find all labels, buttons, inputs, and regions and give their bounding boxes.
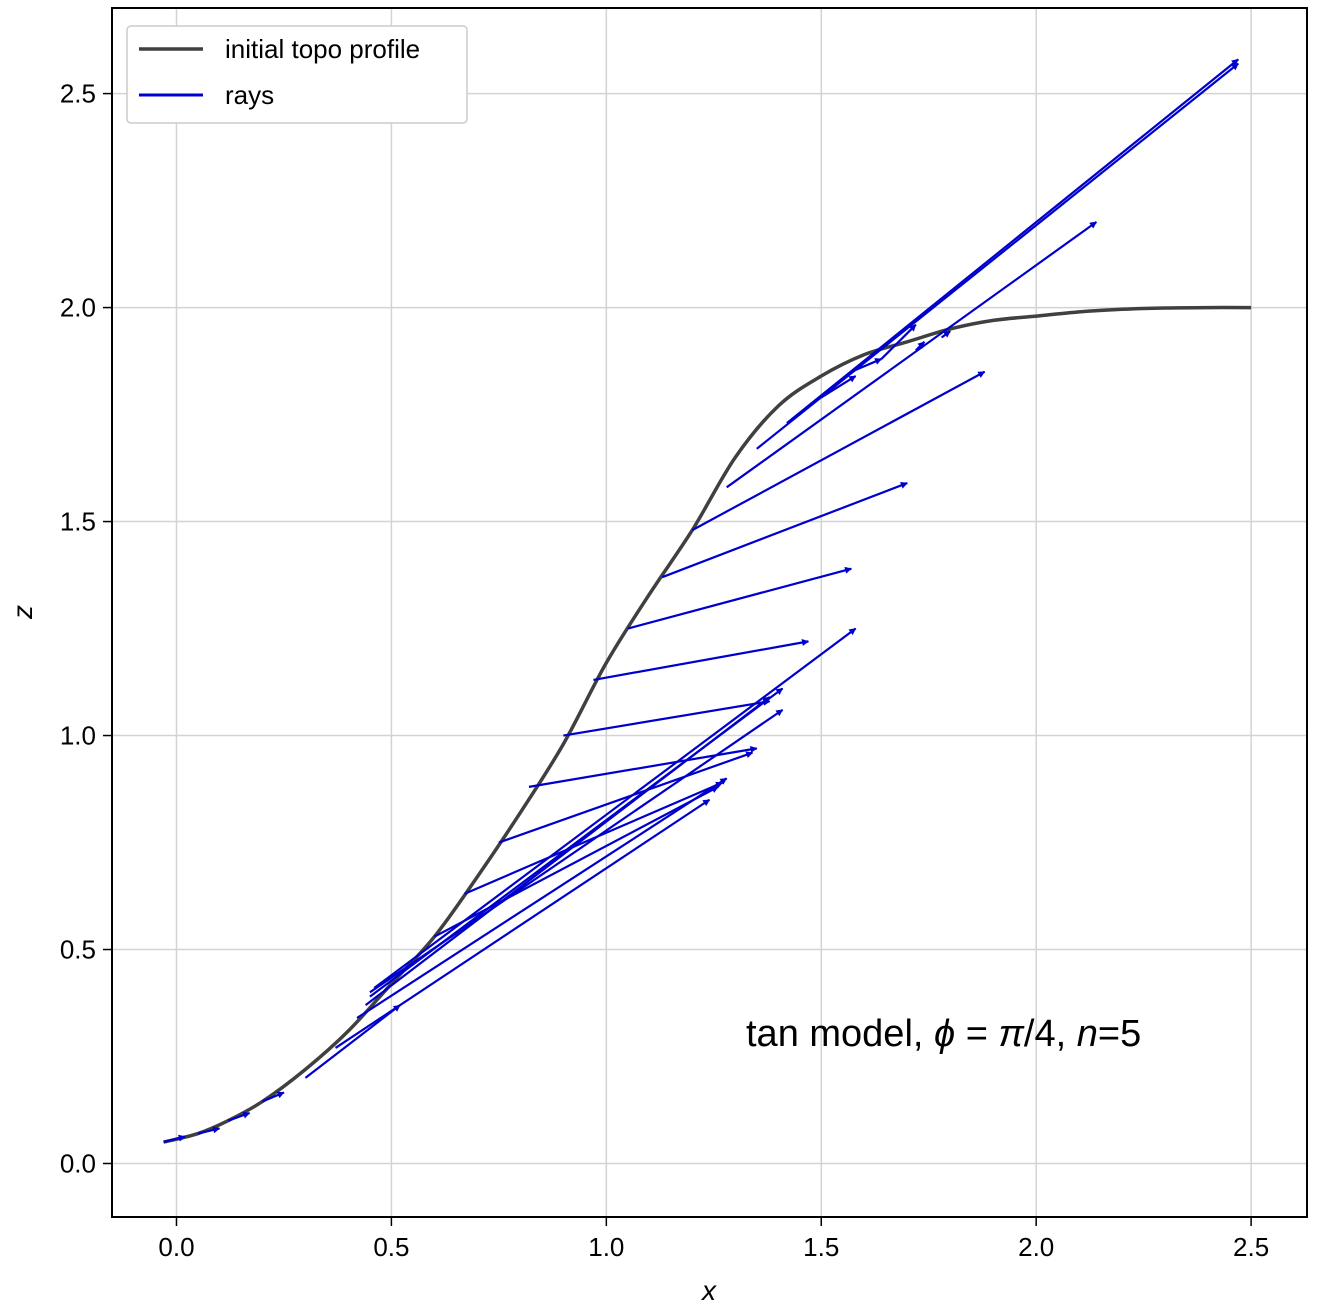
ray-arrow (880, 323, 917, 360)
x-tick-label: 1.5 (803, 1232, 839, 1262)
legend-label-rays: rays (225, 80, 274, 110)
ray-arrow (563, 698, 771, 737)
ray-arrow (820, 375, 857, 399)
ray-arrow (850, 357, 883, 373)
ray-arrow (528, 745, 758, 788)
rays-group (163, 58, 1239, 1144)
ray-arrow (334, 798, 711, 1049)
x-axis-label: x (700, 1275, 717, 1306)
y-tick-label: 1.0 (60, 721, 96, 751)
axis-ticks: 0.0 0.5 1.0 1.5 2.0 2.5 0.0 0.5 1.0 1.5 2.0 2.5 (60, 79, 1269, 1262)
x-tick-label: 1.0 (588, 1232, 624, 1262)
model-annotation: tan model, ϕ = π/4, n=5 (746, 1013, 1141, 1055)
ray-arrow (373, 627, 857, 989)
x-tick-label: 2.0 (1018, 1232, 1054, 1262)
ray-arrow (691, 370, 986, 532)
ray-arrow (304, 1004, 401, 1079)
ray-arrow (627, 566, 853, 630)
plot-frame (111, 7, 1308, 1218)
ray-arrow (464, 781, 724, 895)
legend: initial topo profile rays (126, 25, 468, 124)
ray-arrow (661, 482, 908, 579)
topo-profile-line (163, 305, 1252, 1144)
ray-arrow (356, 777, 728, 1019)
ray-arrow (786, 58, 1239, 424)
x-tick-label: 0.0 (158, 1232, 194, 1262)
y-tick-label: 1.5 (60, 507, 96, 537)
ray-arrow (756, 62, 1239, 450)
ray-arrow (940, 330, 951, 339)
ray-arrow (433, 785, 719, 938)
y-tick-label: 2.5 (60, 79, 96, 109)
ray-arrow (593, 639, 810, 681)
y-tick-label: 2.0 (60, 293, 96, 323)
ray-arrow (163, 1134, 186, 1144)
y-tick-label: 0.0 (60, 1149, 96, 1179)
plot-area (112, 8, 1307, 1217)
grid-lines (112, 8, 1307, 1217)
ray-arrow (227, 1111, 251, 1122)
legend-label-topo: initial topo profile (225, 34, 420, 64)
ray-arrow (498, 751, 754, 844)
ray-arrow (915, 341, 926, 352)
x-tick-label: 0.5 (373, 1232, 409, 1262)
y-tick-label: 0.5 (60, 935, 96, 965)
ray-arrow (262, 1091, 285, 1103)
ray-arrow (369, 708, 784, 994)
ray-arrow (726, 221, 1098, 489)
y-axis-label: z (7, 605, 38, 620)
legend-box (126, 25, 468, 124)
x-tick-label: 2.5 (1233, 1232, 1269, 1262)
ray-arrow (197, 1126, 221, 1135)
